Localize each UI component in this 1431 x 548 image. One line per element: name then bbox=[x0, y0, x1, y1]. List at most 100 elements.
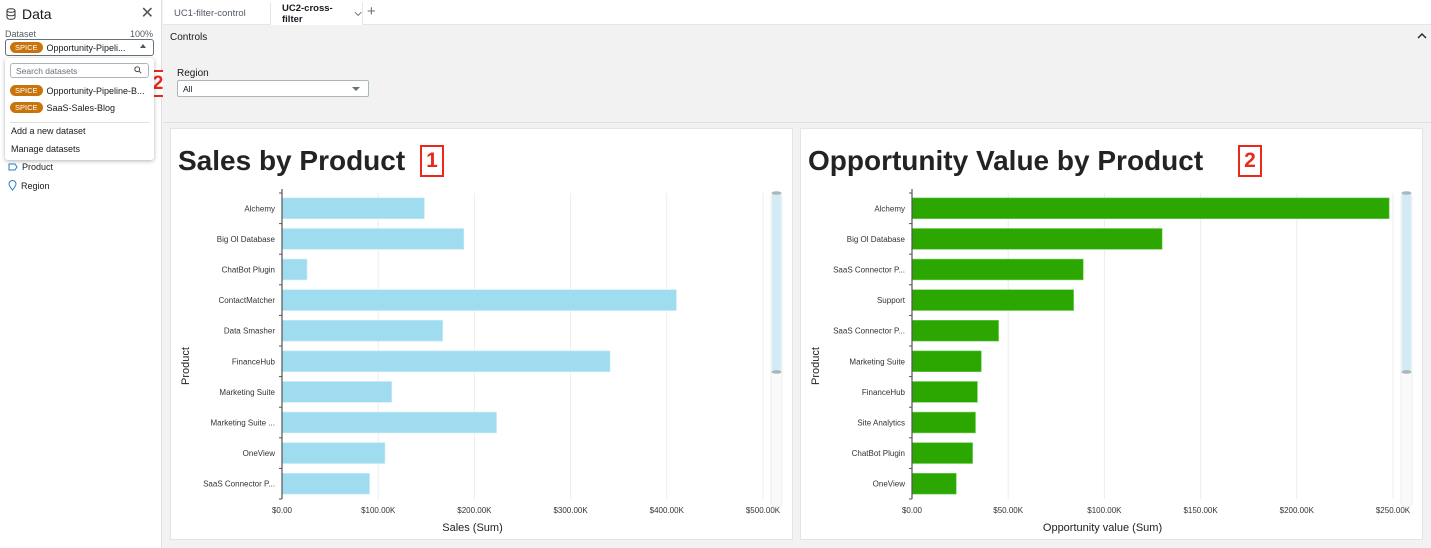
x-tick-label: $250.00K bbox=[1376, 506, 1411, 515]
bar[interactable] bbox=[281, 350, 611, 373]
bar[interactable] bbox=[911, 197, 1390, 220]
manage-datasets-link[interactable]: Manage datasets bbox=[11, 144, 81, 154]
close-icon[interactable]: ✕ bbox=[140, 5, 154, 22]
visual-callout-1: 1 bbox=[420, 145, 444, 177]
dataset-percent: 100% bbox=[129, 29, 153, 39]
chevron-down-icon[interactable] bbox=[354, 11, 362, 17]
dataset-option-name: Opportunity-Pipeline-B... bbox=[46, 85, 145, 96]
bar[interactable] bbox=[281, 442, 386, 464]
field-product[interactable]: Product bbox=[8, 162, 53, 172]
search-datasets-input[interactable]: Search datasets bbox=[10, 63, 149, 78]
controls-title: Controls bbox=[170, 32, 208, 43]
bar[interactable] bbox=[911, 228, 1163, 250]
bar[interactable] bbox=[281, 228, 465, 250]
x-tick-label: $0.00 bbox=[272, 506, 293, 515]
y-tick-label: SaaS Connector P... bbox=[203, 480, 275, 489]
y-axis-title: Product bbox=[810, 347, 822, 385]
y-tick-label: SaaS Connector P... bbox=[833, 266, 905, 275]
dataset-select[interactable]: SPICE Opportunity-Pipeli... bbox=[5, 39, 154, 56]
scrollbar-handle-top bbox=[1401, 191, 1412, 195]
sheet-tab-bar: UC1-filter-control UC2-cross-filter + bbox=[163, 0, 1431, 25]
y-tick-label: OneView bbox=[873, 480, 906, 489]
y-tick-label: Site Analytics bbox=[857, 419, 905, 428]
chevron-up-icon[interactable] bbox=[1417, 32, 1427, 39]
add-sheet-icon[interactable]: + bbox=[367, 3, 376, 20]
y-axis-title: Product bbox=[180, 347, 192, 385]
bar[interactable] bbox=[281, 472, 370, 495]
region-select[interactable]: All bbox=[177, 80, 369, 97]
y-tick-label: FinanceHub bbox=[232, 357, 276, 366]
bar[interactable] bbox=[911, 258, 1084, 281]
tab-uc2-cross-filter[interactable]: UC2-cross-filter bbox=[270, 2, 363, 25]
dataset-option[interactable]: SPICE Opportunity-Pipeline-B... bbox=[10, 85, 145, 96]
bar[interactable] bbox=[281, 381, 392, 403]
tab-uc1-filter-control[interactable]: UC1-filter-control bbox=[163, 2, 270, 25]
region-control-label: Region bbox=[177, 68, 209, 79]
y-tick-label: Marketing Suite ... bbox=[211, 419, 275, 428]
y-tick-label: Marketing Suite bbox=[219, 388, 275, 397]
y-tick-label: Support bbox=[877, 296, 906, 305]
add-dataset-link[interactable]: Add a new dataset bbox=[11, 126, 86, 136]
spice-badge: SPICE bbox=[10, 85, 43, 96]
x-tick-label: $200.00K bbox=[457, 506, 492, 515]
search-icon bbox=[134, 66, 142, 74]
x-tick-label: $300.00K bbox=[553, 506, 588, 515]
search-placeholder: Search datasets bbox=[16, 65, 78, 76]
x-tick-label: $0.00 bbox=[902, 506, 923, 515]
data-panel-header: Data ✕ bbox=[6, 4, 156, 24]
field-region[interactable]: Region bbox=[8, 180, 50, 191]
y-tick-label: FinanceHub bbox=[862, 388, 906, 397]
caret-down-icon bbox=[352, 87, 360, 91]
visual-title: Opportunity Value by Product bbox=[808, 145, 1204, 176]
bar[interactable] bbox=[911, 472, 957, 495]
x-axis-title: Opportunity value (Sum) bbox=[1043, 522, 1162, 534]
spice-badge: SPICE bbox=[10, 102, 43, 113]
tab-label: UC1-filter-control bbox=[174, 8, 246, 19]
y-tick-label: Alchemy bbox=[874, 204, 905, 213]
bar[interactable] bbox=[911, 381, 978, 403]
x-tick-label: $100.00K bbox=[1087, 506, 1122, 515]
opportunity-value-visual[interactable]: Opportunity Value by Product 2 $0.00 $50.… bbox=[800, 128, 1423, 540]
bar[interactable] bbox=[281, 411, 497, 434]
database-icon bbox=[6, 8, 16, 20]
y-tick-label: Big Ol Database bbox=[217, 235, 276, 244]
y-tick-label: OneView bbox=[243, 449, 276, 458]
field-label: Region bbox=[21, 180, 50, 191]
sales-by-product-visual[interactable]: Sales by Product 1 $0.00 $100.00K $200.00K… bbox=[170, 128, 793, 540]
opportunity-bar-chart: $0.00 $50.00K $100.00K $150.00K $200.00K $250… bbox=[810, 189, 1413, 534]
dataset-option[interactable]: SPICE SaaS-Sales-Blog bbox=[10, 102, 115, 113]
selected-dataset-name: Opportunity-Pipeli... bbox=[46, 42, 126, 53]
sales-bar-chart: $0.00 $100.00K $200.00K $300.00K $400.00K $50… bbox=[180, 189, 783, 534]
controls-panel: Controls Region All bbox=[163, 25, 1431, 123]
data-panel-title: Data bbox=[22, 6, 52, 22]
scrollbar-thumb[interactable] bbox=[772, 193, 781, 372]
y-tick-label: Data Smasher bbox=[224, 327, 275, 336]
x-tick-label: $200.00K bbox=[1280, 506, 1315, 515]
bar[interactable] bbox=[281, 258, 308, 281]
x-tick-label: $50.00K bbox=[993, 506, 1023, 515]
x-tick-label: $100.00K bbox=[361, 506, 396, 515]
y-tick-label: Alchemy bbox=[244, 204, 275, 213]
bar[interactable] bbox=[281, 319, 443, 342]
bar[interactable] bbox=[911, 442, 973, 464]
bar[interactable] bbox=[281, 289, 677, 311]
y-tick-label: Marketing Suite bbox=[849, 357, 905, 366]
spice-badge: SPICE bbox=[10, 42, 43, 53]
bar[interactable] bbox=[281, 197, 425, 220]
field-label: Product bbox=[22, 162, 54, 172]
bar[interactable] bbox=[911, 350, 982, 373]
y-tick-label: ChatBot Plugin bbox=[852, 449, 905, 458]
bar[interactable] bbox=[911, 411, 976, 434]
scrollbar-handle-bottom bbox=[1401, 370, 1412, 374]
scrollbar-handle-top bbox=[771, 191, 782, 195]
bar[interactable] bbox=[911, 319, 999, 342]
visual-callout-2: 2 bbox=[1238, 145, 1262, 177]
visual-title: Sales by Product bbox=[178, 145, 406, 176]
geo-icon bbox=[8, 180, 17, 191]
y-tick-label: ChatBot Plugin bbox=[222, 266, 275, 275]
bar[interactable] bbox=[911, 289, 1074, 311]
menu-divider bbox=[10, 122, 149, 123]
scrollbar-thumb[interactable] bbox=[1402, 193, 1411, 372]
x-axis-title: Sales (Sum) bbox=[442, 522, 503, 534]
y-tick-label: Big Ol Database bbox=[847, 235, 906, 244]
